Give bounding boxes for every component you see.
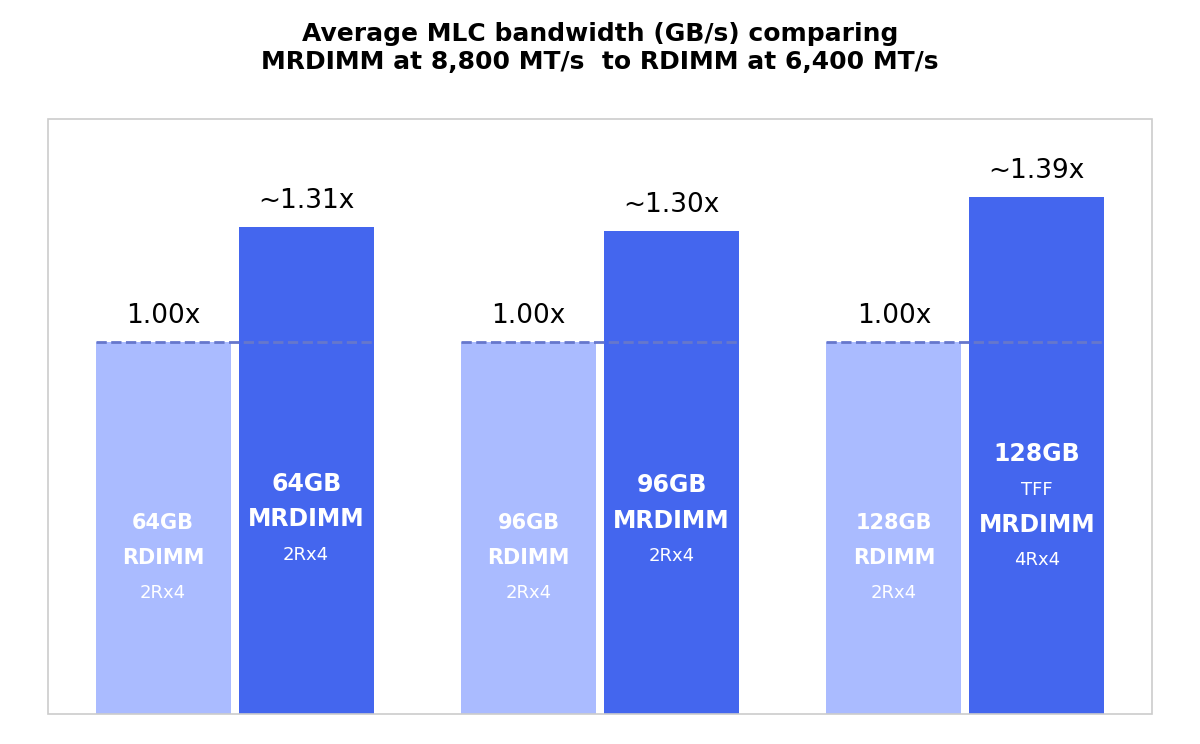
Bar <box>604 231 739 714</box>
Text: 4Rx4: 4Rx4 <box>1014 551 1060 569</box>
Text: ~1.30x: ~1.30x <box>623 192 720 218</box>
Bar <box>970 197 1104 714</box>
Text: Average MLC bandwidth (GB/s) comparing
MRDIMM at 8,800 MT/s  to RDIMM at 6,400 M: Average MLC bandwidth (GB/s) comparing M… <box>262 22 938 74</box>
Bar <box>827 342 961 714</box>
Text: 2Rx4: 2Rx4 <box>505 584 552 603</box>
Text: 2Rx4: 2Rx4 <box>140 584 186 603</box>
Text: 1.00x: 1.00x <box>491 304 565 329</box>
Text: 64GB: 64GB <box>132 513 194 533</box>
Bar <box>96 342 230 714</box>
Text: TFF: TFF <box>1021 481 1052 498</box>
Text: 1.00x: 1.00x <box>126 304 200 329</box>
Text: RDIMM: RDIMM <box>853 548 935 568</box>
Text: 96GB: 96GB <box>498 513 559 533</box>
Text: RDIMM: RDIMM <box>487 548 570 568</box>
Text: ~1.31x: ~1.31x <box>258 188 354 214</box>
Text: 64GB: 64GB <box>271 472 341 496</box>
Text: RDIMM: RDIMM <box>122 548 204 568</box>
Text: 128GB: 128GB <box>994 443 1080 466</box>
Text: 2Rx4: 2Rx4 <box>648 547 695 565</box>
Bar <box>239 227 373 714</box>
Text: MRDIMM: MRDIMM <box>248 507 365 531</box>
Text: 1.00x: 1.00x <box>857 304 931 329</box>
Text: MRDIMM: MRDIMM <box>978 513 1096 537</box>
Text: 128GB: 128GB <box>856 513 932 533</box>
Text: 2Rx4: 2Rx4 <box>871 584 917 603</box>
Text: 96GB: 96GB <box>636 473 707 498</box>
Text: MRDIMM: MRDIMM <box>613 509 730 533</box>
Text: 2Rx4: 2Rx4 <box>283 545 329 564</box>
Bar <box>461 342 596 714</box>
Text: ~1.39x: ~1.39x <box>989 158 1085 185</box>
